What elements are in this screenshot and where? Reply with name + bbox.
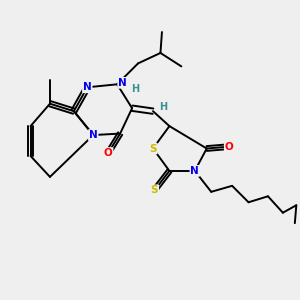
Text: O: O <box>225 142 233 152</box>
Text: N: N <box>89 130 98 140</box>
Text: S: S <box>149 143 157 154</box>
Text: S: S <box>151 185 158 195</box>
Text: N: N <box>190 166 199 176</box>
Text: O: O <box>104 148 112 158</box>
Text: N: N <box>83 82 92 92</box>
Text: H: H <box>159 102 167 112</box>
Text: N: N <box>118 78 127 88</box>
Text: H: H <box>132 84 140 94</box>
